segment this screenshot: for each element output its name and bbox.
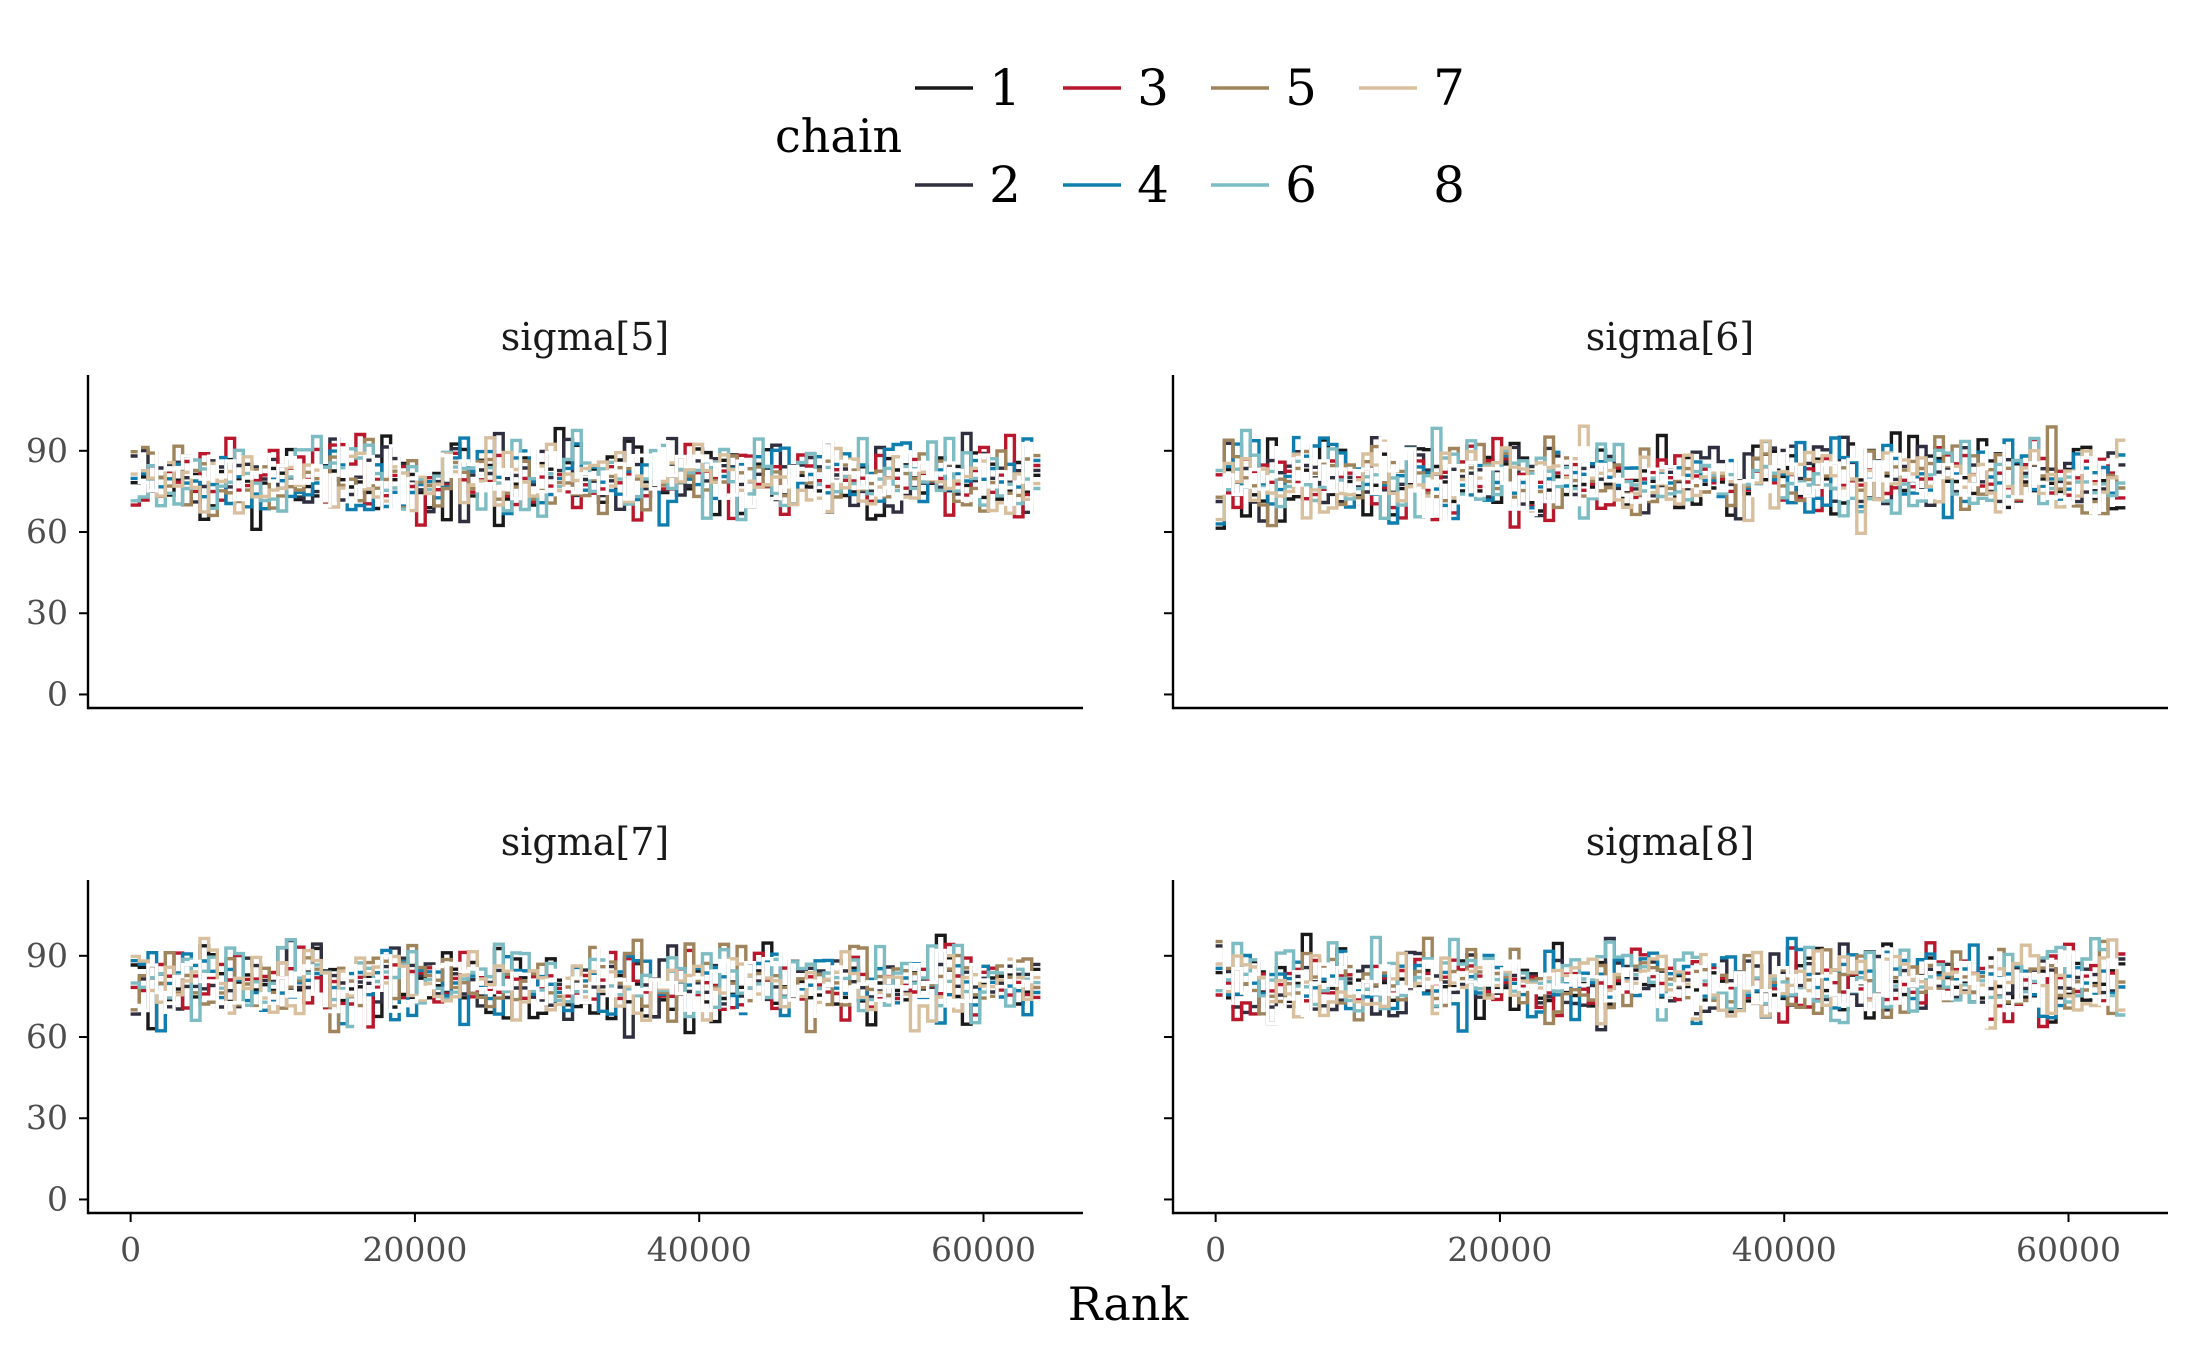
- legend-label-8: 8: [1433, 156, 1465, 214]
- panel-3: sigma[7] 0 30 60 90 0 20000 40000 60000: [26, 820, 1083, 1269]
- trace-chain-6: [130, 428, 1041, 522]
- legend-label-6: 6: [1285, 156, 1317, 214]
- x-tick-label: 40000: [647, 1230, 752, 1269]
- x-tick-label: 0: [1205, 1230, 1226, 1269]
- x-tick-label: 0: [120, 1230, 141, 1269]
- x-tick-label: 60000: [2016, 1230, 2121, 1269]
- trace-chain-7: [130, 436, 1041, 515]
- traces: [1215, 424, 2126, 535]
- legend-entry-4: 4: [1063, 156, 1169, 214]
- x-tick-label: 40000: [1732, 1230, 1837, 1269]
- y-tick-label: 30: [26, 593, 68, 632]
- legend-entry-6: 6: [1211, 156, 1317, 214]
- trace-chain-5: [1215, 936, 2126, 1026]
- trace-chain-7: [1215, 424, 2126, 535]
- y-tick-label: 0: [47, 1179, 68, 1218]
- x-axis-title: Rank: [1068, 1277, 1190, 1331]
- traces: [1215, 932, 2126, 1033]
- legend-label-1: 1: [989, 59, 1021, 117]
- legend-entry-7: 7: [1359, 59, 1465, 117]
- x-tick-label: 20000: [362, 1230, 467, 1269]
- trace-chain-7: [130, 936, 1041, 1033]
- legend: chain 1 2 3 4 5 6 7 8: [775, 59, 1465, 214]
- legend-title: chain: [775, 109, 902, 163]
- legend-label-4: 4: [1137, 156, 1169, 214]
- panel-4: sigma[8] 0 20000 40000 60000: [1164, 820, 2168, 1269]
- panel-1: sigma[5] 0 30 60 90: [26, 315, 1083, 713]
- legend-label-5: 5: [1285, 59, 1317, 117]
- legend-label-2: 2: [989, 156, 1021, 214]
- legend-label-3: 3: [1137, 59, 1169, 117]
- legend-entry-2: 2: [915, 156, 1021, 214]
- panels: sigma[5] 0 30 60 90 sigma[6] sigma[7] 0 30 60 90 0 2…: [26, 315, 2168, 1269]
- x-tick-label: 60000: [931, 1230, 1036, 1269]
- x-tick-label: 20000: [1447, 1230, 1552, 1269]
- legend-entry-8: 8: [1359, 156, 1465, 214]
- trace-chain-8: [130, 430, 1041, 519]
- trace-chain-6: [130, 938, 1041, 1029]
- y-tick-label: 30: [26, 1098, 68, 1137]
- trace-chain-8: [1215, 435, 2126, 526]
- y-tick-label: 60: [26, 1017, 68, 1056]
- legend-label-7: 7: [1433, 59, 1465, 117]
- trace-chain-2: [130, 938, 1041, 1039]
- panel-title: sigma[8]: [1586, 820, 1755, 864]
- legend-entry-3: 3: [1063, 59, 1169, 117]
- y-tick-label: 60: [26, 512, 68, 551]
- traces: [130, 933, 1041, 1039]
- panel-title: sigma[5]: [501, 315, 670, 359]
- y-tick-label: 0: [47, 674, 68, 713]
- legend-entry-1: 1: [915, 59, 1021, 117]
- y-tick-label: 90: [26, 431, 68, 470]
- panel-2: sigma[6]: [1164, 315, 2168, 710]
- y-tick-label: 90: [26, 936, 68, 975]
- traces: [130, 426, 1041, 531]
- trace-chain-8: [1215, 935, 2126, 1031]
- trace-chain-8: [130, 938, 1041, 1031]
- legend-entry-5: 5: [1211, 59, 1317, 117]
- panel-title: sigma[7]: [501, 820, 670, 864]
- panel-title: sigma[6]: [1586, 315, 1755, 359]
